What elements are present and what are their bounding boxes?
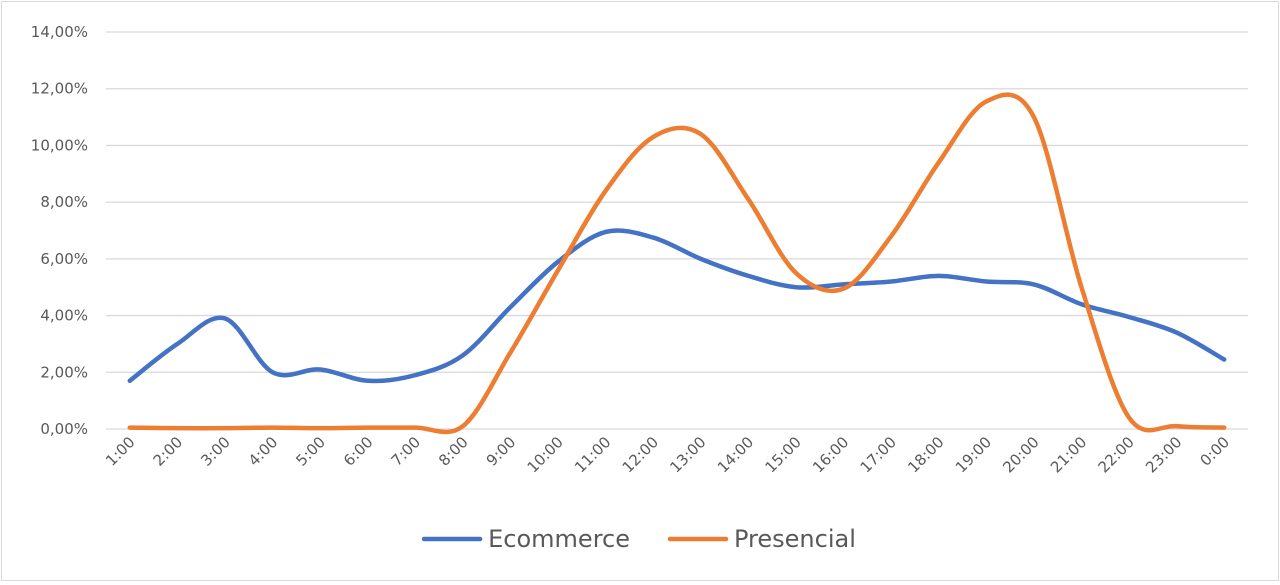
x-tick-label: 12:00	[619, 433, 662, 476]
x-tick-label: 0:00	[1196, 433, 1233, 470]
x-tick-label: 17:00	[857, 433, 900, 476]
x-tick-label: 2:00	[150, 433, 187, 470]
y-axis-ticks: 0,00% 2,00% 4,00% 6,00% 8,00% 10,00% 12,00% 14,…	[31, 23, 88, 438]
y-tick-label: 2,00%	[40, 363, 88, 381]
x-tick-label: 18:00	[904, 433, 947, 476]
x-tick-label: 1:00	[102, 433, 139, 470]
x-tick-label: 21:00	[1047, 433, 1090, 476]
x-tick-label: 6:00	[340, 433, 377, 470]
x-tick-label: 4:00	[245, 433, 282, 470]
x-tick-label: 20:00	[999, 433, 1042, 476]
x-tick-label: 15:00	[761, 433, 804, 476]
y-tick-label: 6,00%	[40, 250, 88, 268]
y-tick-label: 12,00%	[31, 80, 88, 98]
series-lines	[127, 92, 1227, 435]
gridlines	[106, 31, 1248, 430]
x-tick-label: 11:00	[571, 433, 614, 476]
x-tick-label: 10:00	[524, 433, 567, 476]
series-line-presencial	[127, 92, 1227, 435]
x-tick-label: 13:00	[666, 433, 709, 476]
x-tick-label: 8:00	[435, 433, 472, 470]
y-tick-label: 14,00%	[31, 23, 88, 41]
legend: Ecommerce Presencial	[421, 525, 856, 553]
y-tick-label: 4,00%	[40, 307, 88, 325]
x-tick-label: 23:00	[1142, 433, 1185, 476]
x-tick-label: 16:00	[809, 433, 852, 476]
y-tick-label: 10,00%	[31, 136, 88, 154]
x-tick-label: 3:00	[197, 433, 234, 470]
x-tick-label: 7:00	[388, 433, 425, 470]
legend-label-presencial: Presencial	[734, 525, 856, 553]
x-tick-label: 5:00	[292, 433, 329, 470]
legend-label-ecommerce: Ecommerce	[488, 525, 630, 553]
series-line-ecommerce	[127, 228, 1227, 384]
y-tick-label: 0,00%	[40, 420, 88, 438]
y-tick-label: 8,00%	[40, 193, 88, 211]
x-tick-label: 14:00	[714, 433, 757, 476]
x-tick-label: 19:00	[952, 433, 995, 476]
x-tick-label: 22:00	[1095, 433, 1138, 476]
x-tick-label: 9:00	[483, 433, 520, 470]
x-axis-ticks: 1:00 2:00 3:00 4:00 5:00 6:00 7:00 8:00 9:00 10:0…	[102, 433, 1233, 476]
